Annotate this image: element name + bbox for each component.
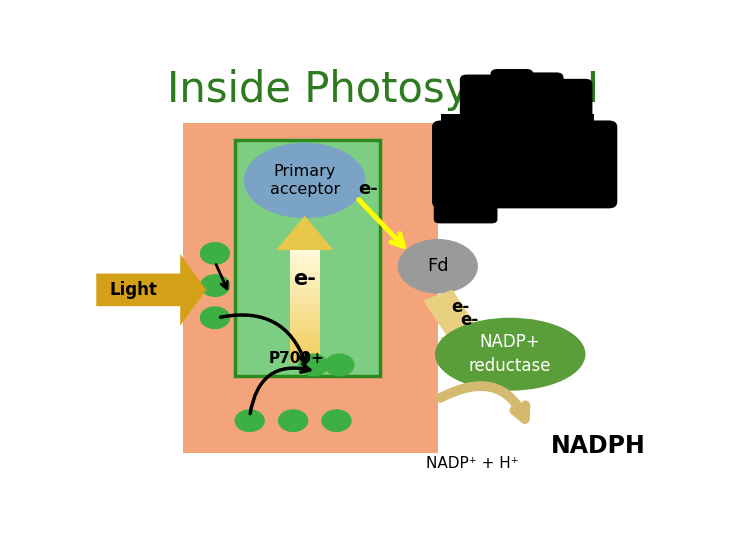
Polygon shape [290,263,320,265]
Text: Light: Light [110,281,158,299]
Polygon shape [290,342,320,344]
Polygon shape [290,321,320,323]
Polygon shape [290,276,320,278]
Polygon shape [290,331,320,333]
Polygon shape [290,323,320,325]
Polygon shape [290,338,320,340]
FancyBboxPatch shape [491,69,533,133]
Polygon shape [290,256,320,257]
Polygon shape [290,327,320,329]
Polygon shape [290,272,320,275]
FancyBboxPatch shape [183,123,438,453]
Ellipse shape [244,143,365,218]
Polygon shape [290,257,320,260]
Text: e-: e- [460,311,478,329]
Polygon shape [290,250,320,252]
Polygon shape [290,271,320,272]
Polygon shape [290,314,320,316]
FancyBboxPatch shape [432,120,617,208]
Polygon shape [290,260,320,261]
FancyBboxPatch shape [460,75,503,134]
Text: Inside Photosystem I: Inside Photosystem I [167,70,599,111]
FancyBboxPatch shape [441,114,594,135]
Polygon shape [290,308,320,310]
Polygon shape [424,290,483,348]
Polygon shape [290,275,320,276]
Circle shape [279,410,308,431]
Polygon shape [290,269,320,271]
Ellipse shape [435,317,586,390]
Polygon shape [290,286,320,287]
Text: e-: e- [294,269,316,289]
Polygon shape [290,353,320,355]
Polygon shape [290,316,320,317]
Text: NADPH: NADPH [551,434,645,458]
Polygon shape [290,302,320,305]
Circle shape [200,275,229,296]
FancyBboxPatch shape [521,72,563,134]
Polygon shape [290,344,320,346]
Polygon shape [290,351,320,353]
Polygon shape [290,350,320,351]
Polygon shape [276,216,333,250]
FancyBboxPatch shape [550,79,592,134]
Polygon shape [290,336,320,338]
Text: Fd: Fd [427,257,449,275]
Polygon shape [290,325,320,327]
Text: e-: e- [451,298,469,316]
Polygon shape [290,280,320,282]
Polygon shape [290,299,320,301]
FancyBboxPatch shape [235,140,380,375]
Polygon shape [290,357,320,359]
Polygon shape [290,267,320,269]
Polygon shape [290,287,320,290]
Text: NADP⁺ + H⁺: NADP⁺ + H⁺ [427,456,519,471]
Polygon shape [290,265,320,267]
Polygon shape [96,254,206,326]
Polygon shape [290,291,320,293]
Polygon shape [290,290,320,291]
Circle shape [322,410,351,431]
Polygon shape [290,295,320,297]
Polygon shape [290,301,320,302]
Polygon shape [290,310,320,312]
Circle shape [325,354,354,375]
Circle shape [200,243,229,264]
Polygon shape [290,346,320,348]
Text: Primary
acceptor: Primary acceptor [270,164,340,197]
FancyBboxPatch shape [434,190,498,223]
Polygon shape [290,282,320,284]
Polygon shape [290,359,320,361]
Circle shape [299,354,328,375]
Polygon shape [290,278,320,280]
Polygon shape [290,305,320,306]
Polygon shape [290,317,320,320]
Polygon shape [290,348,320,350]
Polygon shape [290,333,320,335]
Text: P700+: P700+ [268,351,324,366]
Polygon shape [290,297,320,299]
Circle shape [200,307,229,329]
Polygon shape [290,320,320,321]
Ellipse shape [398,240,477,293]
Polygon shape [290,340,320,342]
Polygon shape [290,254,320,256]
Text: NADP+
reductase: NADP+ reductase [469,334,551,375]
Polygon shape [290,329,320,331]
Polygon shape [290,361,320,363]
Circle shape [235,410,264,431]
Polygon shape [290,306,320,308]
Polygon shape [290,284,320,286]
Text: e-: e- [359,180,378,198]
Polygon shape [290,252,320,254]
Polygon shape [290,261,320,263]
Polygon shape [290,293,320,295]
Polygon shape [290,355,320,357]
Polygon shape [290,312,320,314]
Polygon shape [290,335,320,336]
